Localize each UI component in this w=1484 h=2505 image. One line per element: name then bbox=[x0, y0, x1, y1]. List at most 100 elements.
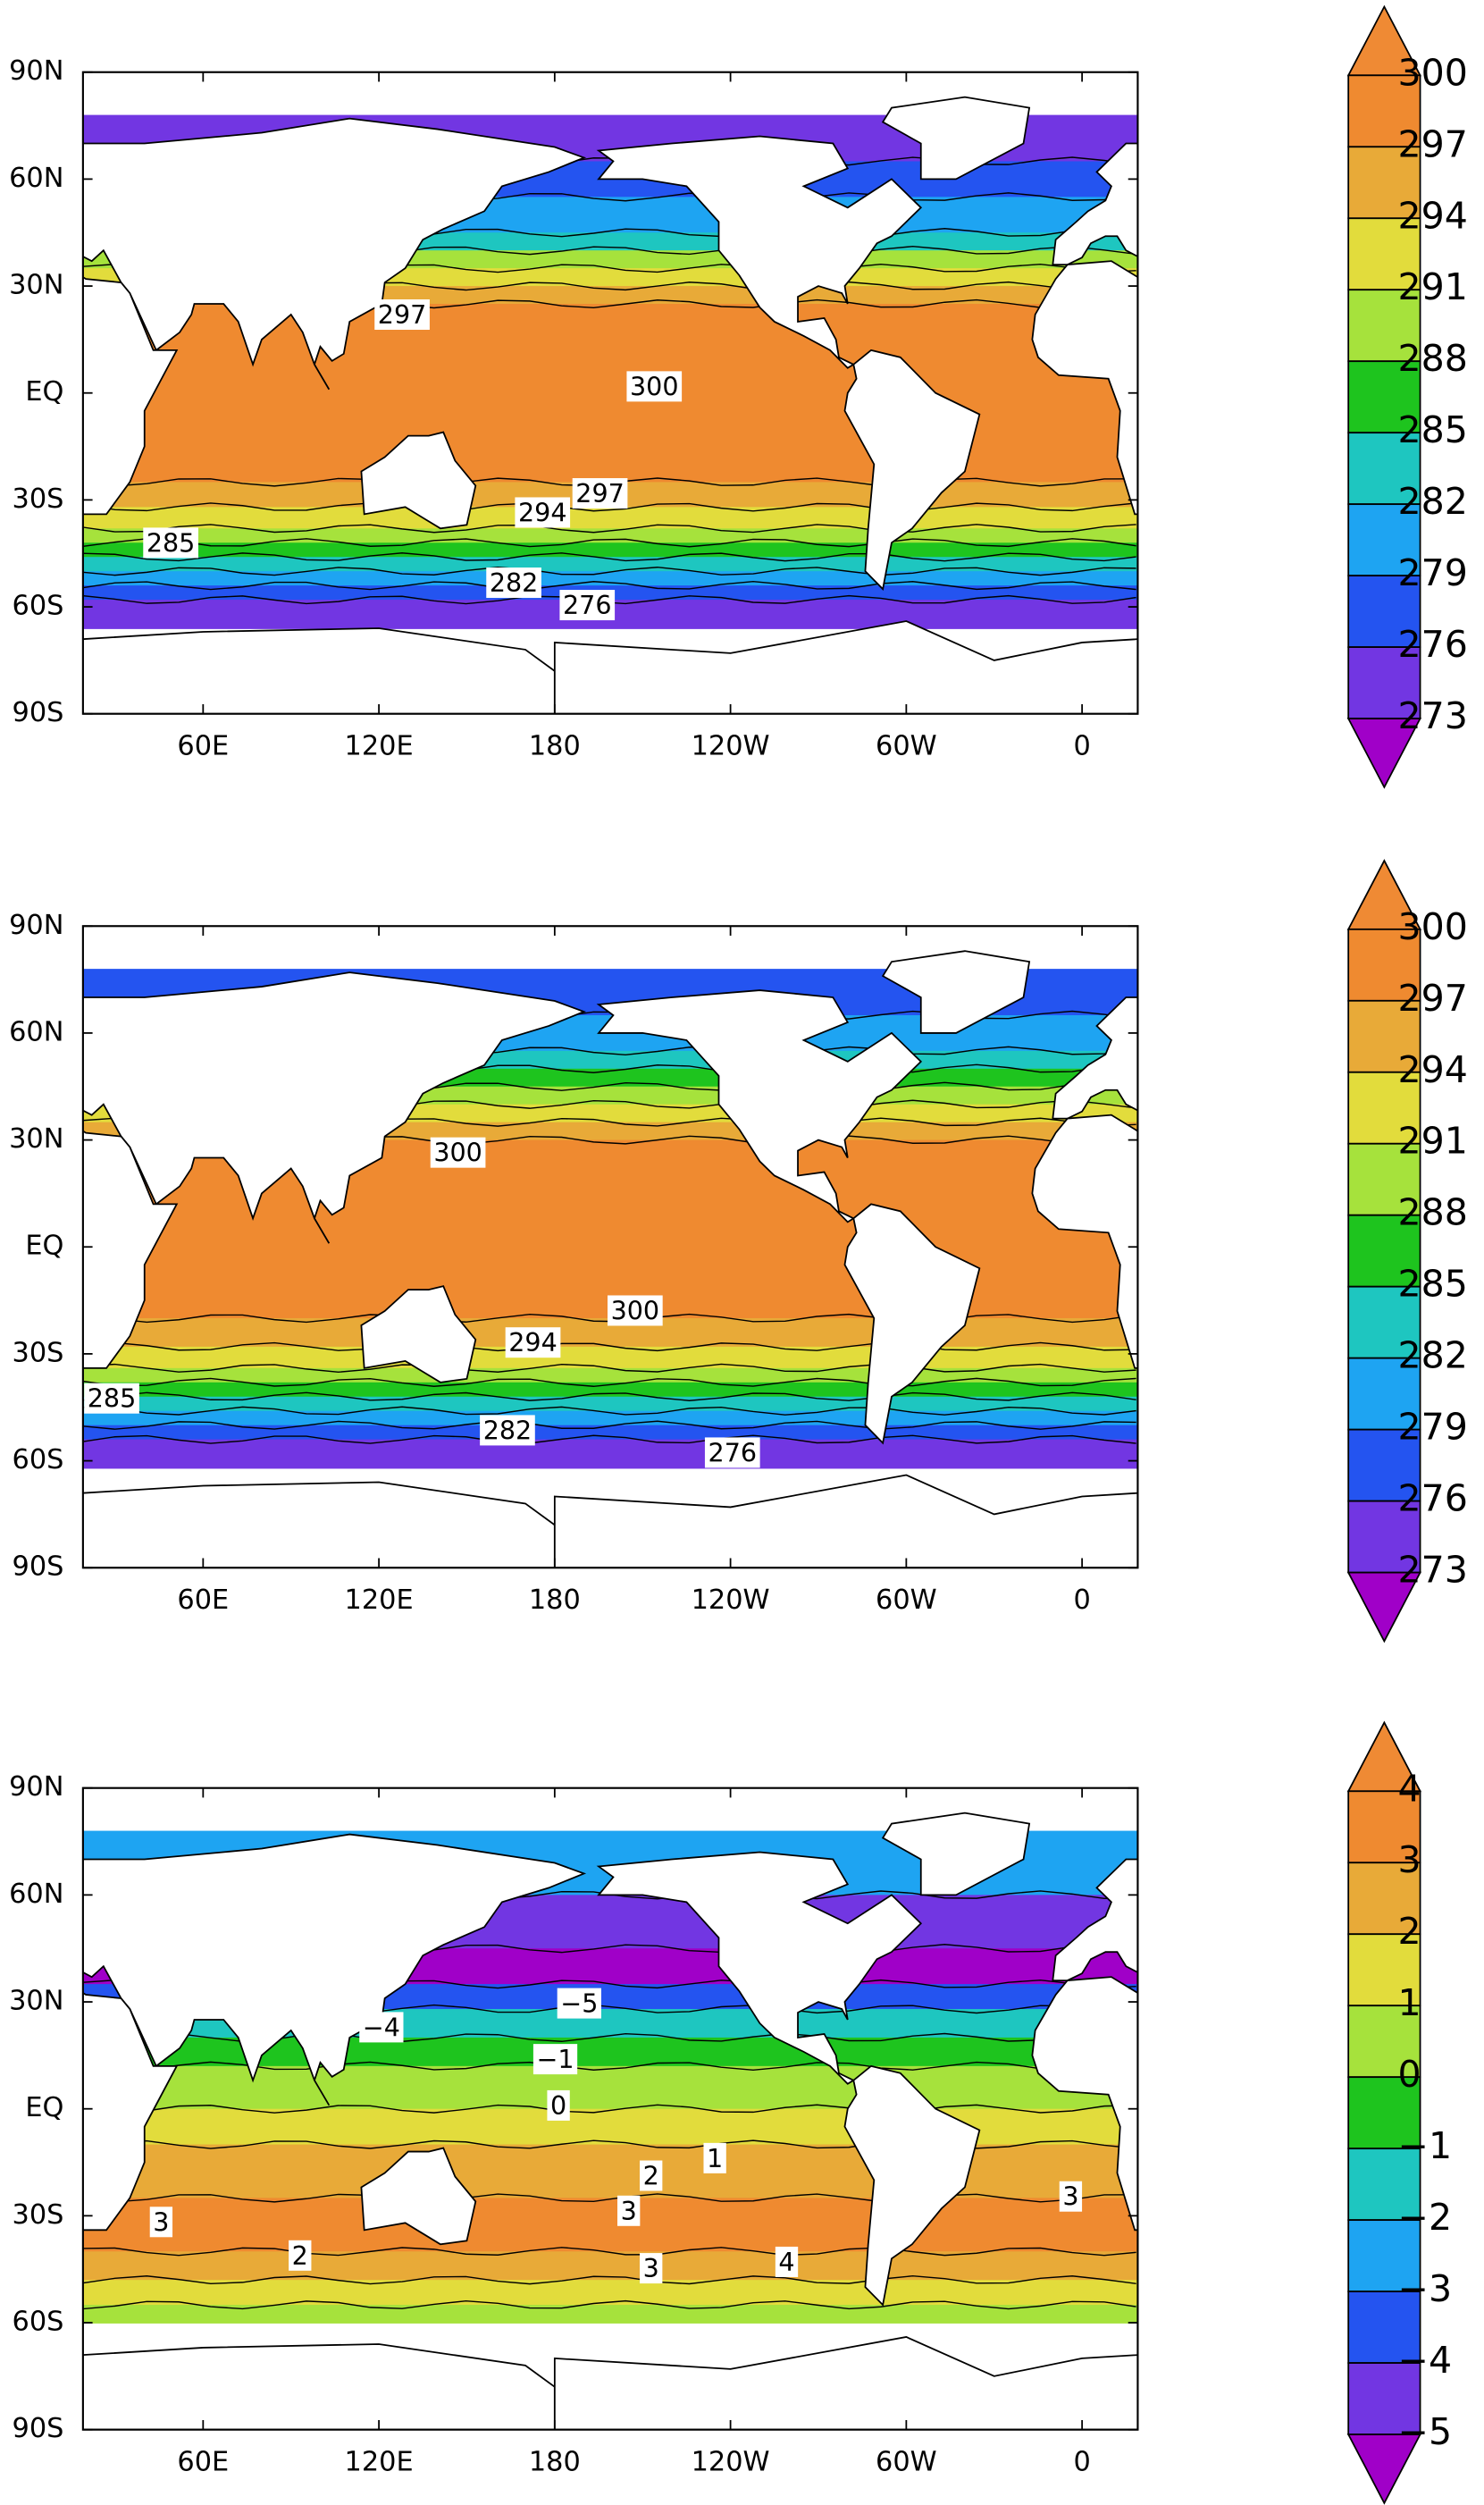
colorbar-label: 288 bbox=[1398, 337, 1468, 380]
contour-label-box bbox=[532, 2044, 578, 2075]
colorbar-label: 276 bbox=[1398, 623, 1468, 666]
contour-label: 2 bbox=[292, 2240, 308, 2271]
contour-label-box bbox=[617, 2195, 641, 2226]
lon-tick-label: 0 bbox=[1073, 2447, 1090, 2478]
contour-label-box bbox=[626, 371, 683, 402]
colorbar-segment bbox=[1347, 2219, 1421, 2292]
contour-label: 276 bbox=[563, 590, 612, 620]
contour-label-box bbox=[572, 478, 628, 509]
lat-tick-label: 90S bbox=[13, 697, 64, 728]
contour-label-box bbox=[607, 1295, 663, 1326]
colorbar-label: 291 bbox=[1398, 265, 1468, 308]
contour-label-box bbox=[547, 2089, 570, 2121]
contour-label-box bbox=[775, 2246, 799, 2277]
colorbar-label: −3 bbox=[1398, 2267, 1453, 2310]
lat-tick-label: EQ bbox=[25, 1231, 63, 1262]
lon-tick-label: 120E bbox=[345, 2447, 414, 2478]
land bbox=[596, 135, 923, 369]
colorbar-label: 294 bbox=[1398, 194, 1468, 237]
sst-band bbox=[82, 2144, 1138, 2199]
land bbox=[553, 2336, 1138, 2430]
land bbox=[553, 620, 1138, 714]
contour-line bbox=[82, 2032, 1136, 2043]
contour-label-box bbox=[559, 590, 616, 621]
map-area bbox=[82, 96, 1138, 714]
contour-label: 2 bbox=[643, 2160, 659, 2190]
sst-band bbox=[82, 2251, 1138, 2282]
land bbox=[82, 1130, 179, 1369]
contour-label-box bbox=[289, 2240, 312, 2271]
lon-tick-label: 120E bbox=[345, 1585, 414, 1616]
contour-line bbox=[82, 2061, 1136, 2072]
contour-label: 3 bbox=[621, 2196, 637, 2226]
colorbar-label: 300 bbox=[1398, 51, 1468, 94]
land bbox=[82, 117, 587, 391]
land bbox=[881, 96, 1031, 181]
colorbar-label: 273 bbox=[1398, 694, 1468, 737]
contour-label: −5 bbox=[560, 1988, 598, 2019]
colorbar-segment bbox=[1347, 2148, 1421, 2222]
contour-line bbox=[82, 552, 1136, 562]
contour-label: −4 bbox=[363, 2012, 400, 2042]
sst-band bbox=[82, 1439, 1138, 1469]
contour-label: 282 bbox=[490, 567, 539, 598]
colorbar-segment bbox=[1347, 2076, 1421, 2150]
contour-line bbox=[82, 502, 1136, 512]
colorbar-segment bbox=[1347, 1214, 1421, 1288]
contour-line bbox=[82, 580, 1136, 591]
contour-line bbox=[82, 1363, 1136, 1374]
lat-tick-label: 60N bbox=[9, 1879, 63, 1910]
sst-band bbox=[82, 2065, 1138, 2110]
lon-tick-label: 180 bbox=[529, 731, 581, 762]
contour-label-box bbox=[640, 2253, 663, 2284]
colorbar-label: 1 bbox=[1398, 1981, 1421, 2024]
contour-line bbox=[82, 1391, 1136, 1401]
land bbox=[553, 1474, 1138, 1568]
land bbox=[596, 1851, 923, 2085]
contour-line bbox=[82, 524, 1136, 534]
land bbox=[881, 1812, 1031, 1896]
lat-tick-label: 90N bbox=[9, 55, 63, 87]
colorbar-segment bbox=[1347, 2362, 1421, 2435]
land bbox=[82, 2343, 556, 2430]
land bbox=[82, 1481, 556, 1568]
contour-label: 300 bbox=[611, 1295, 660, 1325]
contour-label: 3 bbox=[643, 2253, 659, 2283]
colorbar-label: −4 bbox=[1398, 2339, 1453, 2382]
sst-band bbox=[82, 2108, 1138, 2146]
map-panel: 90N 60N 30N EQ 30S 60S 90S 60E 120E 180 120W 60W 0 −5… bbox=[9, 1720, 1453, 2505]
land bbox=[843, 2064, 981, 2307]
contour-label: 285 bbox=[147, 527, 196, 558]
land bbox=[881, 950, 1031, 1034]
land bbox=[360, 2147, 477, 2246]
land bbox=[1031, 1114, 1138, 1369]
contour-label-box bbox=[703, 2142, 726, 2173]
colorbar-segment bbox=[1347, 360, 1421, 434]
lat-tick-label: 30N bbox=[9, 1986, 63, 2017]
lat-tick-label: 90N bbox=[9, 910, 63, 941]
land bbox=[82, 971, 587, 1244]
lon-tick-label: 60W bbox=[876, 2447, 937, 2478]
colorbar-segment bbox=[1347, 1071, 1421, 1145]
lon-tick-label: 120W bbox=[692, 1585, 770, 1616]
lon-tick-label: 180 bbox=[529, 2447, 581, 2478]
lat-tick-label: 60S bbox=[13, 1444, 64, 1475]
colorbar-label: −1 bbox=[1398, 2124, 1453, 2167]
colorbar-label: 276 bbox=[1398, 1477, 1468, 1520]
contour-label-box bbox=[430, 1137, 486, 1168]
lat-tick-label: EQ bbox=[25, 376, 63, 408]
colorbar-label: 291 bbox=[1398, 1120, 1468, 1163]
land bbox=[1052, 996, 1138, 1120]
lat-tick-label: 30N bbox=[9, 270, 63, 301]
colorbar-triangle bbox=[1346, 1571, 1422, 1643]
colorbar-segment bbox=[1347, 646, 1421, 719]
contour-label-box bbox=[480, 1415, 535, 1446]
colorbar-label: −2 bbox=[1398, 2196, 1453, 2239]
contour-label: 297 bbox=[378, 299, 427, 330]
lon-tick-label: 60E bbox=[177, 1585, 229, 1616]
contour-line bbox=[82, 1341, 1136, 1352]
contour-label: −1 bbox=[536, 2044, 574, 2074]
colorbar-label: 273 bbox=[1398, 1549, 1468, 1592]
sst-band bbox=[82, 2305, 1138, 2324]
